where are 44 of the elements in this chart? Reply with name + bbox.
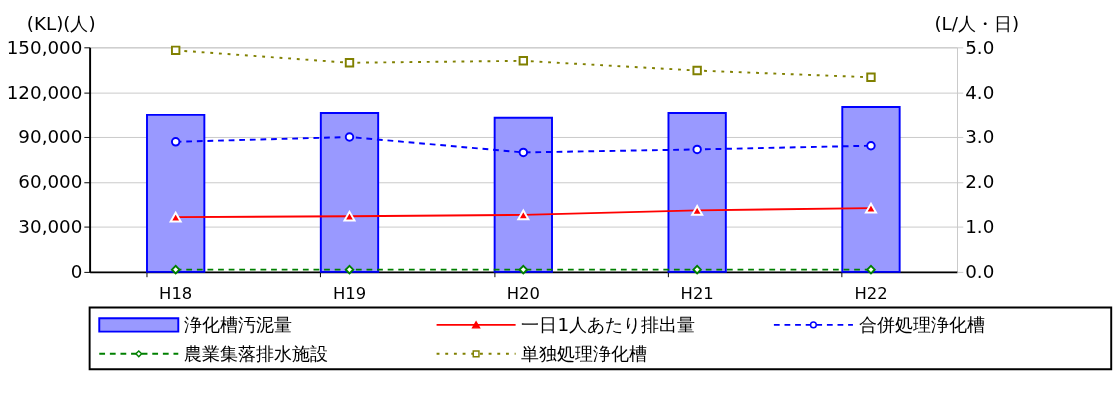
y-tick-label: 60,000 <box>18 171 83 193</box>
y-tick-label: 30,000 <box>18 216 83 238</box>
y2-tick-label: 5.0 <box>965 36 995 58</box>
point <box>864 202 877 214</box>
point <box>691 205 704 216</box>
point <box>344 58 355 68</box>
y2-tick-label: 4.0 <box>965 81 995 103</box>
x-tick-label: H20 <box>506 284 540 304</box>
point <box>344 132 355 142</box>
legend-label: 浄化槽汚泥量 <box>184 313 293 335</box>
y-tick-label: 150,000 <box>6 36 83 58</box>
x-tick-label: H22 <box>854 284 888 304</box>
y2-tick-label: 1.0 <box>965 216 995 238</box>
point <box>517 209 530 221</box>
legend-label: 農業集落排水施設 <box>184 342 329 364</box>
point <box>518 264 529 275</box>
point <box>169 211 182 223</box>
legend-label: 単独処理浄化槽 <box>521 342 648 364</box>
point <box>344 264 355 275</box>
legend-label: 一日1人あたり排出量 <box>521 313 696 335</box>
y-tick-label: 120,000 <box>6 81 83 103</box>
point <box>170 137 181 147</box>
y-tick-label: 90,000 <box>18 126 83 148</box>
point <box>692 65 702 76</box>
point <box>518 147 529 158</box>
y-tick-label: 0 <box>70 261 83 283</box>
x-tick-label: H18 <box>159 284 193 304</box>
point <box>343 210 356 222</box>
legend-label: 合併処理浄化槽 <box>858 313 985 335</box>
y2-axis-title: (L/人・日) <box>934 13 1020 35</box>
point <box>866 264 876 275</box>
y2-tick-label: 2.0 <box>965 171 995 193</box>
x-tick-label: H21 <box>680 284 714 304</box>
point <box>692 144 702 155</box>
y-axis-title: (KL)(人) <box>26 13 96 35</box>
y2-tick-label: 0.0 <box>965 261 995 283</box>
point <box>692 264 702 275</box>
point <box>866 141 876 151</box>
point <box>518 56 529 66</box>
point <box>866 72 876 82</box>
y2-tick-label: 3.0 <box>965 126 995 148</box>
point <box>170 264 181 275</box>
x-tick-label: H19 <box>332 284 367 304</box>
point <box>170 45 181 56</box>
